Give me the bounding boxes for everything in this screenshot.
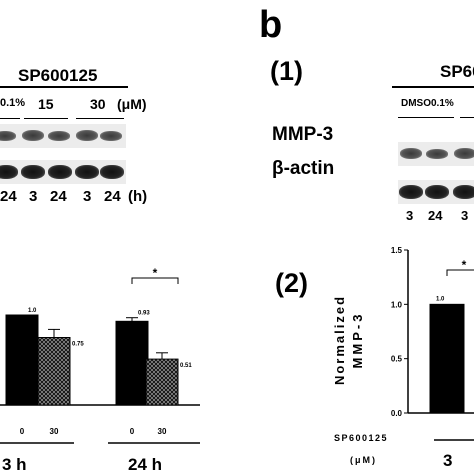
right-blot-mmp3 (398, 142, 474, 166)
right-time-3b: 3 (461, 208, 469, 223)
left-dose-15: 15 (38, 96, 54, 112)
left-time-3b: 3 (83, 188, 92, 205)
left-time-unit: (h) (128, 188, 148, 205)
right-sig-bracket (446, 269, 474, 276)
right-row-label-mmp3: MMP-3 (272, 124, 334, 145)
left-blot-mmp3 (0, 124, 126, 148)
left-data-label-2: 0.93 (138, 311, 150, 317)
left-group-label-3h: 3 h (2, 455, 27, 474)
right-treatment-line (392, 86, 474, 88)
right-ytick-label-2: 1.0 (391, 300, 403, 309)
right-time-24: 24 (428, 208, 443, 223)
left-time-24c: 24 (104, 188, 121, 205)
right-row-label-actin: β-actin (272, 158, 335, 179)
left-dose-line-2 (24, 118, 68, 119)
left-time-24a: 24 (0, 188, 17, 205)
right-xaxis-label-line1: SP600125 (334, 433, 388, 443)
left-bar-0 (5, 314, 39, 406)
right-group-label-3: 3 (443, 451, 452, 470)
left-bar-2 (115, 320, 149, 406)
right-sig-star: * (462, 258, 467, 272)
right-ylabel-line2: MMP-3 (350, 312, 365, 369)
right-time-3a: 3 (406, 208, 414, 223)
sub-panel-1-label: (1) (270, 56, 303, 86)
left-bar-3 (145, 358, 179, 406)
left-data-label-0: 1.0 (28, 308, 37, 314)
right-dose-line-2 (460, 117, 474, 118)
right-ytick-label-1: 0.5 (391, 355, 403, 364)
left-bar-1 (37, 337, 71, 406)
right-data-label-0: 1.0 (436, 296, 445, 302)
left-xtick-0: 0 (20, 427, 25, 436)
left-sig-star: * (153, 266, 158, 280)
left-data-label-1: 0.75 (72, 342, 84, 348)
left-blot-actin (0, 160, 126, 184)
left-dose-dmso: 0.1% (0, 97, 26, 109)
right-bar-0 (429, 303, 465, 414)
left-time-3a: 3 (29, 188, 38, 205)
right-ytick-label-3: 1.5 (391, 246, 403, 255)
right-ytick-label-0: 0.0 (391, 409, 403, 418)
right-xaxis-label-line2: (μM) (350, 455, 377, 465)
right-treatment-label: SP60 (440, 62, 474, 81)
sub-panel-2-label: (2) (275, 268, 308, 298)
left-dose-30: 30 (90, 96, 106, 112)
right-blot-actin (398, 180, 474, 204)
left-data-label-3: 0.51 (180, 363, 192, 369)
right-bar-chart: 0.0 0.5 1.0 1.5 Normalized MMP-3 1.0 * SP600125 (… (332, 246, 474, 470)
left-treatment-line (0, 86, 128, 88)
left-group-label-24h: 24 h (128, 455, 162, 474)
left-time-24b: 24 (50, 188, 67, 205)
panel-letter-b: b (259, 4, 283, 46)
right-ylabel-line1: Normalized (332, 295, 347, 385)
left-dose-unit: (μM) (117, 96, 147, 112)
right-dmso-label: DMSO0.1% (401, 98, 454, 109)
left-bar-chart: 1.0 0 0.75 30 0.93 0 0.51 30 * 3 h 24 h (0, 266, 200, 474)
left-xtick-1: 30 (50, 427, 59, 436)
left-dose-line-1 (0, 118, 20, 119)
right-dose-line-1 (398, 117, 454, 118)
left-xtick-3: 30 (158, 427, 167, 436)
left-sig-bracket (131, 277, 179, 284)
left-xtick-2: 0 (130, 427, 135, 436)
left-treatment-label: SP600125 (18, 66, 98, 85)
left-dose-line-3 (76, 118, 124, 119)
